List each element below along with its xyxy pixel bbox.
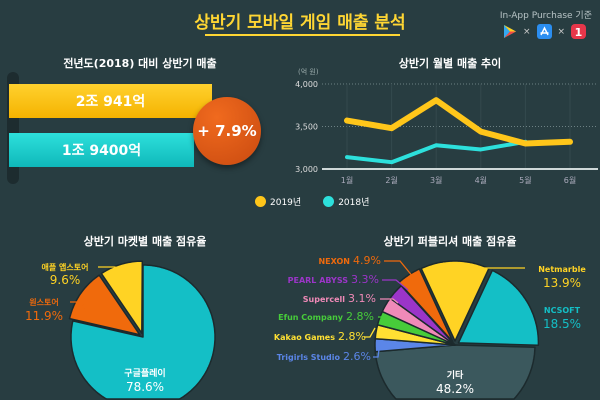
line-chart-title: 상반기 월별 매출 추이 xyxy=(398,57,502,70)
y-tick-label: 4,000 xyxy=(295,80,318,89)
slice-percent: 11.9% xyxy=(25,309,63,323)
pie-slice-Trigirls Studio xyxy=(374,337,456,353)
legend: 2019년 2018년 xyxy=(255,195,369,208)
slice-label: Kakao Games xyxy=(274,333,335,342)
slice-percent: 4.9% xyxy=(353,254,381,267)
pie-slice-애플 앱스토어 xyxy=(100,260,144,334)
x-tick-label: 6월 xyxy=(564,175,576,185)
leader-line xyxy=(373,341,381,358)
slice-percent: 3.1% xyxy=(348,292,376,305)
y-tick-label: 3,500 xyxy=(295,123,318,132)
comparison-title: 전년도(2018) 대비 상반기 매출 xyxy=(63,57,217,70)
leader-line xyxy=(364,327,376,338)
pie-slice-Netmarble xyxy=(420,260,490,342)
market-pie-title: 상반기 마켓별 매출 점유율 xyxy=(83,235,207,248)
slice-percent: 9.6% xyxy=(50,273,81,287)
pie-slice-PEARL ABYSS xyxy=(389,285,456,346)
slice-label: PEARL ABYSS xyxy=(288,276,349,285)
slice-percent: 2.6% xyxy=(343,350,371,363)
bar-2018: 1조 9400억 xyxy=(9,133,194,167)
svg-text:1: 1 xyxy=(575,26,583,39)
slice-label: Trigirls Studio xyxy=(277,353,341,362)
y-tick-label: 3,000 xyxy=(295,165,318,174)
leader-line xyxy=(384,260,419,284)
slice-label: Netmarble xyxy=(538,265,586,274)
app-store-icon xyxy=(536,24,552,39)
times-sign: × xyxy=(523,26,531,37)
x-tick-label: 5월 xyxy=(519,175,531,185)
leader-line xyxy=(380,298,399,304)
slice-label: 원스토어 xyxy=(29,297,58,307)
x-tick-label: 3월 xyxy=(430,175,442,185)
pie-slice-기타 xyxy=(374,344,536,400)
page-title: 상반기 모바일 게임 매출 분석 xyxy=(194,13,406,33)
legend-2018: 2018년 xyxy=(323,195,369,208)
x-tick-label: 2월 xyxy=(385,175,397,185)
slice-percent: 13.9% xyxy=(543,276,581,290)
legend-label: 2018년 xyxy=(338,198,370,208)
slice-label: Supercell xyxy=(303,295,345,304)
legend-label: 2019년 xyxy=(270,198,302,208)
onestore-icon: 1 xyxy=(571,24,587,39)
leader-line xyxy=(477,267,525,277)
pie-slice-NEXON xyxy=(398,268,454,343)
slice-percent: 2.8% xyxy=(346,310,374,323)
leader-line xyxy=(98,266,119,283)
publisher-pie-title: 상반기 퍼블리셔 매출 점유율 xyxy=(383,235,517,248)
line-chart: 4,000 3,500 3,000 1월 2월 3월 4월 5월 6월 xyxy=(295,80,598,185)
store-logos: × × 1 xyxy=(503,24,587,39)
slice-percent: 3.3% xyxy=(351,273,379,286)
google-play-icon xyxy=(504,25,516,38)
x-tick-label: 4월 xyxy=(475,175,487,185)
growth-badge: + 7.9% xyxy=(193,97,261,165)
times-sign: × xyxy=(557,26,566,37)
bar-2019: 2조 941억 xyxy=(9,84,212,118)
pie-slice-NCSOFT xyxy=(457,269,540,346)
slice-label: 애플 앱스토어 xyxy=(42,262,89,272)
slice-percent: 48.2% xyxy=(436,382,474,396)
x-tick-label: 1월 xyxy=(341,175,353,185)
legend-2019: 2019년 xyxy=(255,195,301,208)
leader-line xyxy=(382,279,409,291)
pie-slice-원스토어 xyxy=(68,274,141,336)
leader-line xyxy=(70,301,86,313)
slice-percent: 2.8% xyxy=(338,330,366,343)
slice-percent: 18.5% xyxy=(543,317,581,331)
slice-label: 기타 xyxy=(447,369,464,381)
slice-label: Efun Company xyxy=(278,313,344,322)
title-underline xyxy=(205,34,400,36)
pie-slice-구글플레이 xyxy=(70,264,216,400)
slice-label: 구글플레이 xyxy=(124,367,165,379)
unit-label: (억 원) xyxy=(298,68,319,76)
line-2019년 xyxy=(344,97,573,147)
basis-note: In-App Purchase 기준 xyxy=(499,11,592,21)
slice-label: NCSOFT xyxy=(544,306,581,315)
slice-percent: 78.6% xyxy=(126,380,164,394)
line-2018년 xyxy=(345,139,528,165)
slice-label: NEXON xyxy=(318,257,350,266)
